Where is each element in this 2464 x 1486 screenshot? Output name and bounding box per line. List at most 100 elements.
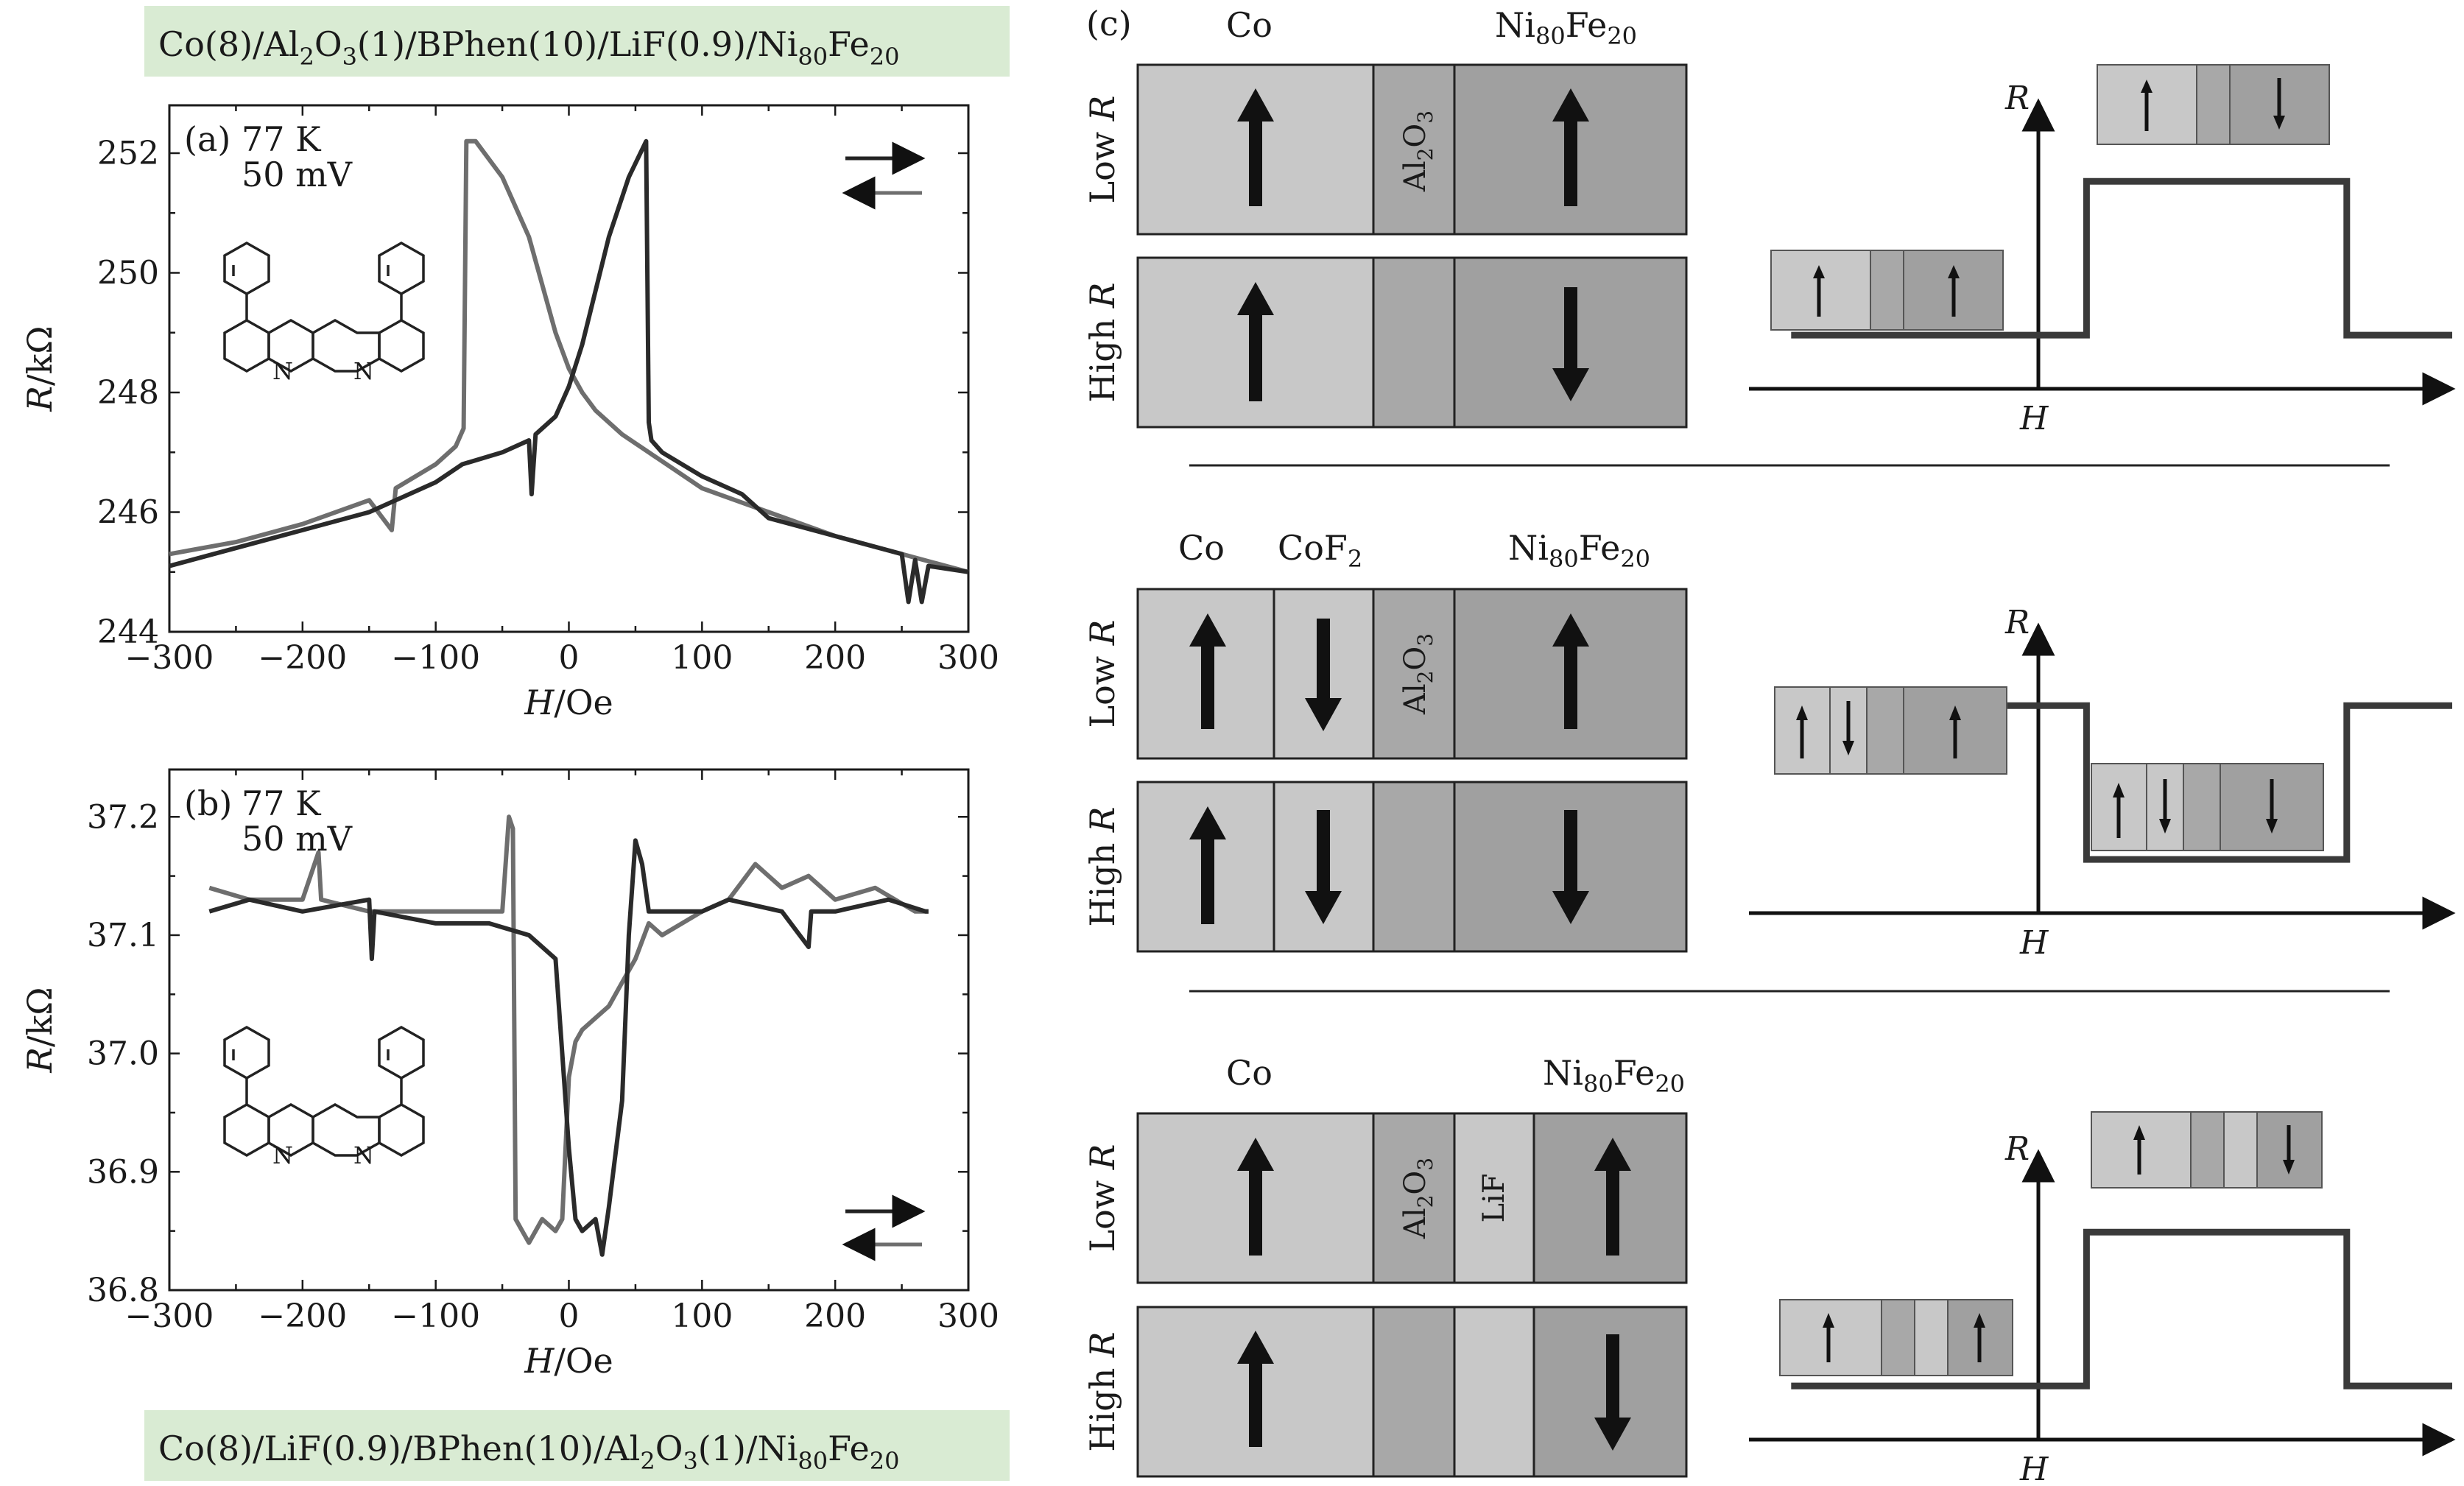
- chart-a-temperature: 77 K: [242, 119, 322, 159]
- top-inset-parallel: [1770, 250, 2004, 331]
- bot-high-nife-arrow-down: [1594, 1334, 1631, 1451]
- chart-a-xtick-label: 100: [671, 639, 733, 677]
- bot-low-al2o3-layer: [1372, 1112, 1456, 1284]
- chart-a-xtick-label: 200: [804, 639, 866, 677]
- chart-a: −300 −200 −100 0 100 200 300 244 246 248 250 252 H/O…: [20, 104, 999, 722]
- chart-a-series-gray: [169, 138, 969, 574]
- chart-b-xtick-label: −200: [258, 1297, 347, 1335]
- schematic-top-step-curve: [1791, 177, 2452, 339]
- schematic-middle-r-label: R: [2004, 604, 2030, 641]
- bot-high-lif-layer: [1453, 1306, 1535, 1478]
- chart-b-bias: 50 mV: [242, 819, 353, 859]
- chart-a-series-dark: [169, 138, 969, 605]
- bottom-formula-box: [144, 1410, 1010, 1481]
- chart-a-panel-label: (a): [184, 119, 230, 159]
- bot-high-r-label: High R: [1083, 1331, 1122, 1451]
- schematic-top: RH: [1749, 80, 2456, 437]
- chart-b-xtick-label: 300: [937, 1297, 999, 1335]
- top-high-nife-arrow-down: [1552, 287, 1589, 401]
- mid-header-co: Co: [1178, 528, 1225, 568]
- chart-a-ytick-label: 252: [97, 135, 159, 172]
- schematic-middle-step-curve: [1791, 702, 2452, 863]
- mid-high-r-label: High R: [1083, 806, 1122, 926]
- top-low-r-label: Low R: [1083, 96, 1122, 204]
- chart-a-xtick-label: −200: [258, 639, 347, 677]
- molecule-a-n1: N: [272, 357, 293, 385]
- chart-b-xtick-label: 200: [804, 1297, 866, 1335]
- mid-header-cof2: CoF2: [1278, 528, 1362, 573]
- top-low-nife-arrow-up: [1552, 88, 1589, 206]
- chart-a-ytick-label: 244: [97, 613, 159, 651]
- mid-inset-low: [1774, 686, 2007, 775]
- bot-header-nife: Ni80Fe20: [1543, 1053, 1685, 1098]
- chart-b-series-dark: [208, 838, 929, 1257]
- chart-b-ytick-label: 36.8: [87, 1272, 159, 1309]
- chart-b-series-gray: [208, 814, 929, 1245]
- chart-b-xtick-label: 100: [671, 1297, 733, 1335]
- mid-low-cof2-arrow-down: [1305, 619, 1342, 731]
- chart-a-xtick-label: 0: [559, 639, 580, 677]
- chart-a-xtick-label: −100: [391, 639, 480, 677]
- schematic-top-h-label: H: [2019, 400, 2049, 437]
- molecule-b-n1: N: [272, 1141, 293, 1169]
- bot-al2o3-label: Al2O3: [1398, 1158, 1437, 1239]
- top-high-al2o3-layer: [1372, 256, 1456, 429]
- chart-b-ytick-label: 37.2: [87, 798, 159, 836]
- top-inset-antiparallel: [2097, 64, 2330, 145]
- chart-b-ytick-label: 36.9: [87, 1153, 159, 1191]
- bot-low-r-label: Low R: [1083, 1144, 1122, 1253]
- mid-al2o3-label: Al2O3: [1398, 633, 1437, 715]
- top-header-co: Co: [1226, 5, 1273, 45]
- chart-a-bias: 50 mV: [242, 155, 353, 194]
- schematic-bottom-h-label: H: [2019, 1451, 2049, 1486]
- molecule-a-n2: N: [353, 357, 374, 385]
- top-header-nife: Ni80Fe20: [1495, 5, 1637, 50]
- bot-low-nife-arrow-up: [1594, 1138, 1631, 1256]
- mid-high-cof2-arrow-down: [1305, 810, 1342, 924]
- top-high-co-arrow-up: [1237, 282, 1274, 401]
- mid-low-r-label: Low R: [1083, 620, 1122, 728]
- bot-lif-label: LiF: [1477, 1173, 1511, 1222]
- chart-b-xlabel: H/Oe: [524, 1341, 613, 1381]
- chart-b: −300 −200 −100 0 100 200 300 36.8 36.9 37.0 37.1 37…: [20, 768, 999, 1381]
- mid-high-nife-arrow-down: [1552, 810, 1589, 924]
- schematic-bottom-step-curve: [1791, 1228, 2452, 1390]
- chart-b-ylabel: R/kΩ: [20, 987, 60, 1073]
- chart-a-ytick-label: 246: [97, 494, 159, 532]
- top-low-co-arrow-up: [1237, 88, 1274, 206]
- chart-a-ytick-label: 248: [97, 374, 159, 412]
- chart-a-ylabel: R/kΩ: [20, 325, 60, 412]
- schematic-bottom-r-label: R: [2004, 1130, 2030, 1168]
- chart-b-temperature: 77 K: [242, 784, 322, 823]
- bot-high-co-arrow-up: [1237, 1331, 1274, 1447]
- mid-low-nife-arrow-up: [1552, 613, 1589, 729]
- schematic-top-r-label: R: [2004, 80, 2030, 117]
- mid-high-al2o3-layer: [1372, 781, 1456, 953]
- top-formula-box: [144, 6, 1010, 77]
- schematic-middle: RH: [1749, 604, 2456, 962]
- chart-b-xtick-label: 0: [559, 1297, 580, 1335]
- chart-b-xtick-label: −100: [391, 1297, 480, 1335]
- chart-a-xlabel: H/Oe: [524, 683, 613, 722]
- mid-low-al2o3-layer: [1372, 588, 1456, 760]
- chart-b-ytick-label: 37.0: [87, 1035, 159, 1073]
- top-formula-label: Co(8)/Al2O3(1)/BPhen(10)/LiF(0.9)/Ni80Fe…: [158, 24, 899, 71]
- chart-b-ytick-label: 37.1: [87, 917, 159, 954]
- schematic-middle-h-label: H: [2019, 924, 2049, 962]
- top-high-r-label: High R: [1083, 282, 1122, 402]
- panel-c-label: (c): [1086, 4, 1132, 43]
- bot-inset-parallel: [1779, 1299, 2013, 1376]
- bot-header-co: Co: [1226, 1053, 1273, 1093]
- chart-a-xtick-label: 300: [937, 639, 999, 677]
- mid-high-co-arrow-up: [1189, 806, 1226, 924]
- bphen-molecule-b: [223, 1025, 425, 1158]
- top-al2o3-label: Al2O3: [1398, 110, 1437, 192]
- mid-inset-high: [2091, 763, 2324, 851]
- schematic-bottom: RH: [1749, 1130, 2456, 1486]
- mid-low-co-arrow-up: [1189, 613, 1226, 729]
- mid-header-nife: Ni80Fe20: [1508, 528, 1650, 573]
- bottom-formula-label: Co(8)/LiF(0.9)/BPhen(10)/Al2O3(1)/Ni80Fe…: [158, 1429, 899, 1475]
- chart-b-panel-label: (b): [184, 784, 232, 823]
- molecule-b-n2: N: [353, 1141, 374, 1169]
